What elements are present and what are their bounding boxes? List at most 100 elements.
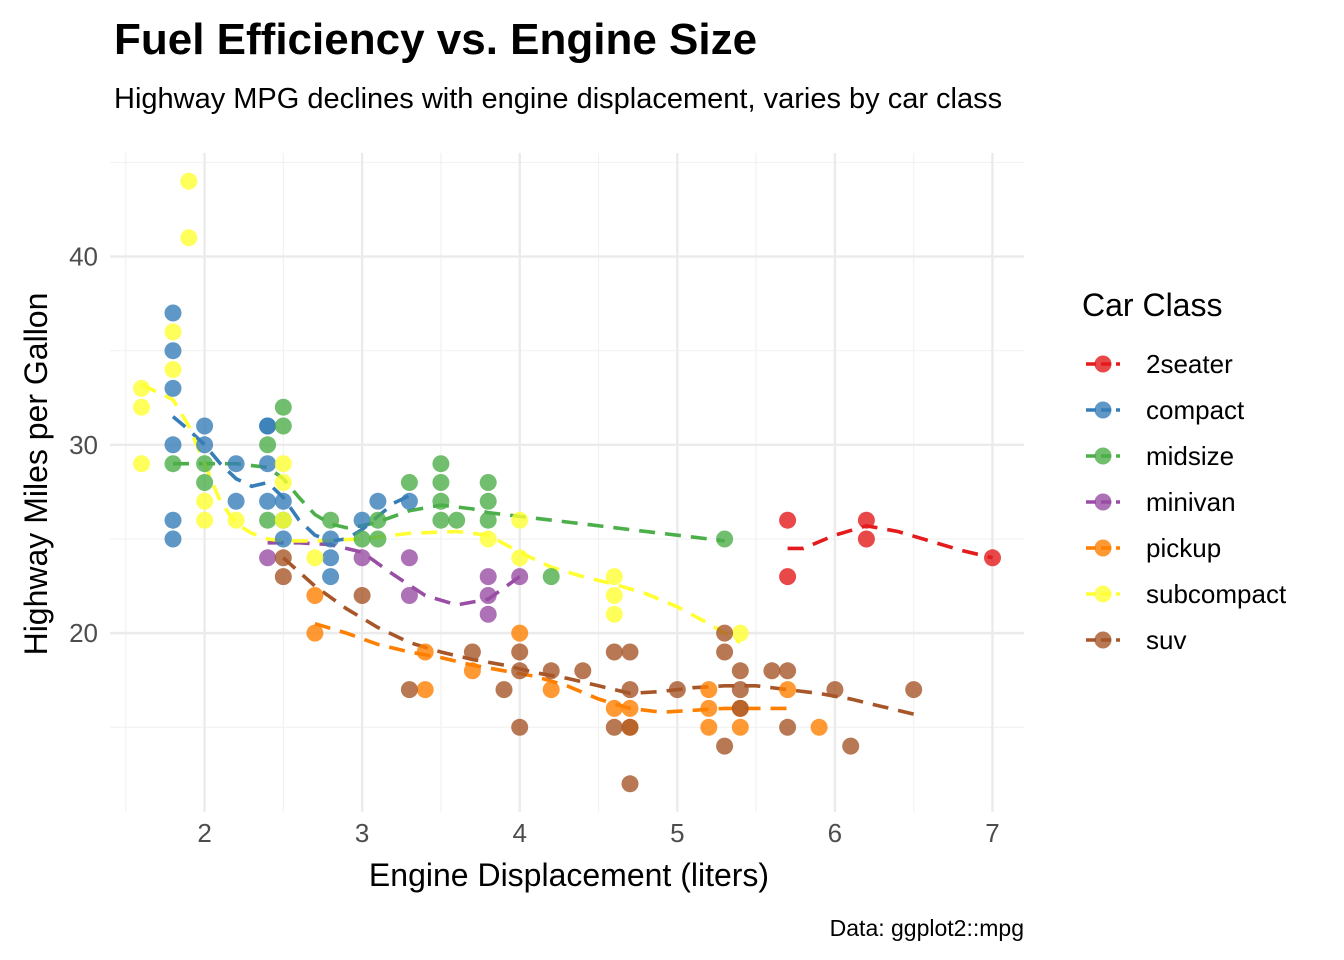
point-subcompact [605,605,623,623]
point-midsize [259,511,277,529]
point-pickup [306,587,324,604]
point-2seater [779,511,797,529]
point-suv [826,681,844,699]
y-axis-title: Highway Miles per Gallon [18,293,54,656]
point-2seater [857,511,875,529]
y-tick-label: 30 [69,430,98,460]
point-suv [274,568,292,586]
point-2seater [857,530,875,548]
point-suv [842,737,860,755]
point-subcompact [731,624,749,642]
point-compact [164,304,182,322]
point-midsize [274,417,292,435]
point-suv [621,643,639,661]
point-subcompact [605,587,623,604]
chart-title: Fuel Efficiency vs. Engine Size [114,15,757,64]
point-compact [400,492,418,510]
point-suv [621,681,639,699]
point-midsize [164,455,182,473]
legend-key-midsize [1094,447,1112,465]
point-compact [164,511,182,529]
point-minivan [400,587,418,604]
point-suv [731,681,749,699]
legend-key-compact [1094,401,1112,419]
point-suv [511,662,529,680]
point-pickup [416,681,434,699]
trend-line-compact [171,415,411,543]
point-suv [731,699,749,717]
point-midsize [196,455,214,473]
x-tick-label: 6 [828,818,842,848]
point-compact [274,530,292,548]
point-midsize [432,455,450,473]
x-axis-ticks: 2 3 4 5 6 7 [197,818,999,848]
point-suv [274,549,292,567]
point-midsize [196,474,214,491]
legend-key-subcompact [1094,585,1112,603]
point-suv [779,662,797,680]
trend-line-suv [282,556,915,716]
point-compact [164,379,182,397]
point-subcompact [605,568,623,586]
legend-label: subcompact [1146,579,1287,609]
point-suv [511,643,529,661]
point-pickup [731,718,749,736]
legend-item-compact: compact [1086,395,1245,425]
point-subcompact [479,530,497,548]
legend-label: minivan [1146,487,1236,517]
point-suv [621,718,639,736]
legend-label: compact [1146,395,1245,425]
chart-subtitle: Highway MPG declines with engine displac… [114,83,1002,115]
point-compact [353,511,371,529]
legend-item-pickup: pickup [1086,533,1221,563]
point-subcompact [164,323,182,341]
point-suv [511,718,529,736]
legend-items: 2seater compact midsize minivan pickup subcom… [1086,349,1287,655]
point-pickup [463,662,481,680]
point-midsize [322,511,340,529]
chart-caption: Data: ggplot2::mpg [830,915,1024,941]
point-compact [164,342,182,360]
point-subcompact [511,549,529,567]
legend-label: midsize [1146,441,1234,471]
point-suv [621,775,639,793]
point-suv [542,662,560,680]
point-pickup [810,718,828,736]
point-subcompact [180,229,198,247]
point-subcompact [164,361,182,378]
point-compact [164,436,182,454]
point-pickup [700,718,718,736]
point-midsize [716,530,734,548]
point-minivan [479,568,497,586]
point-subcompact [274,511,292,529]
point-subcompact [180,172,198,190]
point-pickup [779,681,797,699]
point-minivan [259,549,277,567]
point-compact [227,492,245,510]
point-midsize [542,568,560,586]
point-compact [322,530,340,548]
point-midsize [369,530,387,548]
point-compact [369,492,387,510]
legend-item-minivan: minivan [1086,487,1236,517]
point-midsize [479,511,497,529]
point-pickup [511,624,529,642]
y-tick-label: 20 [69,618,98,648]
point-midsize [400,474,418,491]
point-subcompact [133,455,150,473]
trend-line-midsize [173,461,725,543]
point-minivan [479,587,497,604]
point-minivan [479,605,497,623]
point-suv [905,681,923,699]
x-tick-label: 3 [355,818,369,848]
point-suv [668,681,686,699]
point-pickup [621,699,639,717]
y-axis-ticks: 20 30 40 [69,242,98,649]
point-midsize [432,474,450,491]
x-tick-label: 7 [985,818,999,848]
point-midsize [353,530,371,548]
legend-item-suv: suv [1086,625,1186,655]
point-suv [731,662,749,680]
point-pickup [700,681,718,699]
